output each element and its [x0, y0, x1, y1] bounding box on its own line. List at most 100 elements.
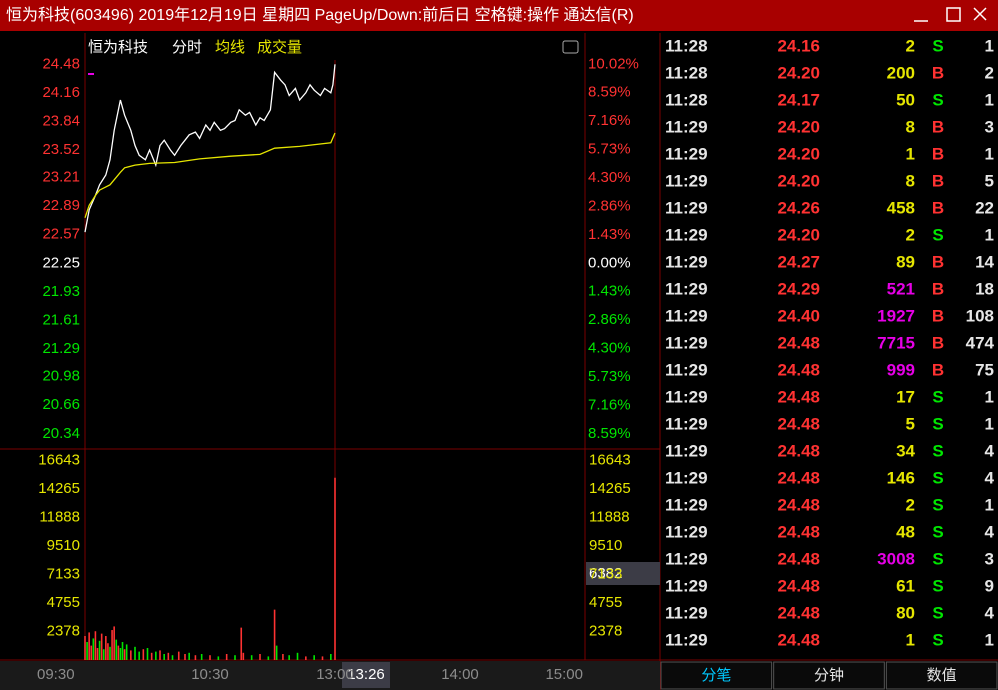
- trade-price: 24.48: [777, 333, 820, 352]
- trade-side: S: [932, 603, 943, 622]
- trade-side: S: [932, 414, 943, 433]
- trade-volume: 7715: [877, 333, 915, 352]
- y-tick-label: 21.29: [42, 340, 80, 357]
- tab[interactable]: [660, 661, 773, 690]
- trade-price: 24.16: [777, 36, 820, 55]
- y-tick-label: 22.89: [42, 197, 80, 214]
- trade-count: 1: [985, 90, 994, 109]
- trade-side: S: [932, 468, 943, 487]
- tab[interactable]: [773, 661, 885, 690]
- trade-price: 24.48: [777, 360, 820, 379]
- trade-volume: 89: [896, 252, 915, 271]
- trade-price: 24.48: [777, 576, 820, 595]
- trade-count: 1: [985, 495, 994, 514]
- y-tick-label: 23.21: [42, 169, 80, 186]
- trade-price: 24.48: [777, 495, 820, 514]
- trade-side: S: [932, 36, 943, 55]
- trade-time: 11:28: [665, 36, 708, 55]
- trade-volume: 48: [896, 522, 915, 541]
- maximize-button[interactable]: [946, 7, 961, 22]
- trade-price: 24.48: [777, 387, 820, 406]
- trade-price: 24.29: [777, 279, 820, 298]
- trade-count: 3: [985, 549, 994, 568]
- trade-time: 11:28: [665, 90, 708, 109]
- y-tick-label: 24.16: [42, 84, 80, 101]
- trade-price: 24.48: [777, 441, 820, 460]
- trade-price: 24.20: [777, 63, 820, 82]
- y2-tick-label: 0.00%: [588, 254, 631, 271]
- trade-volume: 1: [906, 144, 915, 163]
- trade-volume: 61: [896, 576, 915, 595]
- y-tick-label: 24.48: [42, 55, 80, 72]
- y-tick-label: 21.61: [42, 311, 80, 328]
- trade-side: B: [932, 171, 944, 190]
- y2-tick-label: 2.86%: [588, 311, 631, 328]
- trade-volume: 999: [887, 360, 915, 379]
- tab[interactable]: [885, 661, 998, 690]
- trade-side: S: [932, 90, 943, 109]
- y2-tick-label: 11888: [589, 508, 630, 525]
- trade-side: S: [932, 576, 943, 595]
- trade-volume: 458: [887, 198, 915, 217]
- trade-time: 11:29: [665, 630, 708, 649]
- trade-time: 11:29: [665, 252, 708, 271]
- trade-volume: 2: [906, 225, 915, 244]
- trade-time: 11:29: [665, 387, 708, 406]
- cursor-volume: 6382: [589, 565, 622, 582]
- trade-count: 14: [975, 252, 994, 271]
- cursor-volume-box: [586, 562, 660, 585]
- trade-volume: 17: [896, 387, 915, 406]
- y-tick-label: 20.66: [42, 396, 80, 413]
- y2-tick-label: 8.59%: [588, 425, 631, 442]
- y2-tick-label: 2.86%: [588, 197, 631, 214]
- y-tick-label: 11888: [39, 508, 80, 525]
- trade-volume: 2: [906, 36, 915, 55]
- price-line: [84, 64, 336, 233]
- trade-price: 24.48: [777, 630, 820, 649]
- tab-label[interactable]: 数值: [927, 667, 957, 684]
- y-tick-label: 21.93: [42, 283, 80, 300]
- cursor-time-box: [342, 662, 390, 688]
- trade-time: 11:29: [665, 360, 708, 379]
- panel-icon[interactable]: [562, 40, 579, 54]
- y2-tick-label: 4.30%: [588, 169, 631, 186]
- trade-count: 9: [985, 576, 994, 595]
- x-tick-label: 15:00: [545, 666, 583, 683]
- trade-side: S: [932, 387, 943, 406]
- trade-price: 24.48: [777, 603, 820, 622]
- y-tick-label: 20.98: [42, 368, 80, 385]
- trade-price: 24.26: [777, 198, 820, 217]
- y2-tick-label: 8.59%: [588, 84, 631, 101]
- trade-volume: 80: [896, 603, 915, 622]
- trade-side: S: [932, 441, 943, 460]
- y2-tick-label: 7.16%: [588, 112, 631, 129]
- tab-label[interactable]: 分笔: [701, 667, 731, 684]
- trade-price: 24.20: [777, 225, 820, 244]
- trade-side: S: [932, 225, 943, 244]
- trade-count: 1: [985, 630, 994, 649]
- trade-time: 11:29: [665, 171, 708, 190]
- y2-tick-label: 4.30%: [588, 340, 631, 357]
- y2-tick-label: 9510: [589, 537, 622, 554]
- trade-price: 24.48: [777, 522, 820, 541]
- y-tick-label: 2378: [47, 622, 80, 639]
- volume-label: 成交量: [257, 38, 302, 56]
- trade-volume: 146: [887, 468, 915, 487]
- x-tick-label: 09:30: [37, 666, 75, 683]
- trade-time: 11:29: [665, 441, 708, 460]
- trade-count: 474: [966, 333, 995, 352]
- trade-count: 1: [985, 225, 994, 244]
- y2-tick-label: 7.16%: [588, 396, 631, 413]
- x-tick-label: 13:00: [316, 666, 354, 683]
- y2-tick-label: 5.73%: [588, 140, 631, 157]
- y-tick-label: 16643: [38, 451, 80, 468]
- trade-side: S: [932, 549, 943, 568]
- trade-time: 11:29: [665, 495, 708, 514]
- trade-volume: 34: [896, 441, 915, 460]
- trade-price: 24.17: [777, 90, 820, 109]
- price-line: [84, 132, 336, 219]
- close-button[interactable]: [973, 7, 987, 21]
- tab-label[interactable]: 分钟: [814, 667, 844, 684]
- y2-tick-label: 5.73%: [588, 368, 631, 385]
